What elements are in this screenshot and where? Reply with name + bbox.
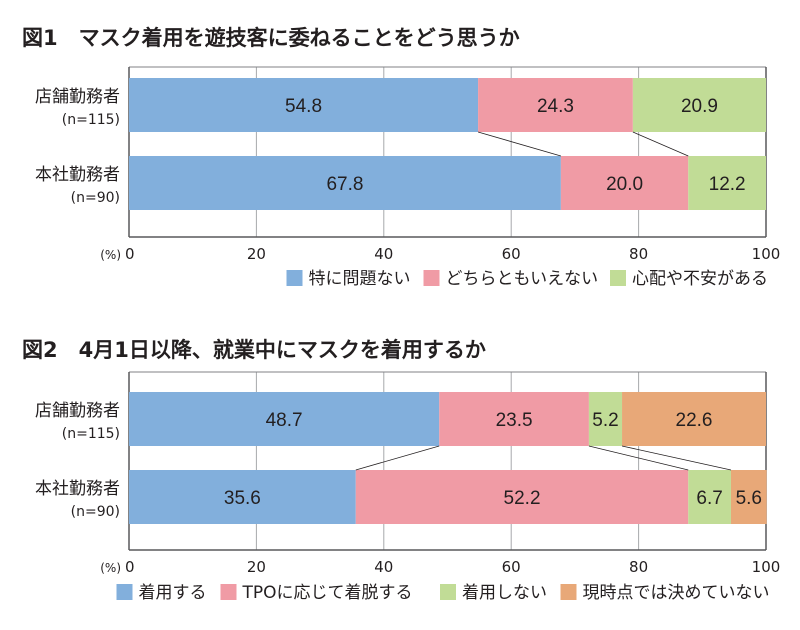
chart1-tick-label: 40	[374, 245, 393, 263]
chart1-value-label: 20.9	[681, 96, 718, 117]
chart1-bar-0-2	[632, 78, 766, 132]
chart1-bar-0-0	[129, 78, 479, 132]
chart2-legend-swatch	[220, 584, 237, 600]
chart2-value-label: 22.6	[676, 410, 713, 431]
chart2-value-label: 52.2	[504, 488, 541, 509]
chart2-connector-line	[588, 445, 689, 471]
chart2-tick-label: 40	[374, 558, 393, 576]
chart1-tick-label: 80	[629, 245, 648, 263]
chart2-tick-label: 0	[125, 558, 135, 576]
chart2-category-label: 本社勤務者	[35, 479, 120, 499]
chart1-tick-label: 60	[502, 245, 521, 263]
chart2-bar-1-1	[355, 470, 689, 524]
chart1-legend-label: 特に問題ない	[309, 269, 411, 289]
chart1-tick-label: 20	[247, 245, 266, 263]
figure-2-title: 図2 4月1日以降、就業中にマスクを着用するか	[22, 338, 486, 362]
chart2-bar-0-0	[129, 392, 440, 446]
chart2-legend-swatch	[440, 584, 456, 600]
chart1-connector-line	[632, 131, 689, 157]
chart1-category-note: (n=90)	[71, 190, 120, 206]
chart2-bar-0-2	[588, 392, 623, 446]
chart1-bar-0-1	[478, 78, 633, 132]
chart2-bar-0-3	[622, 392, 766, 446]
chart1-value-label: 24.3	[537, 96, 574, 117]
chart2-legend-swatch	[560, 584, 577, 600]
chart2-connector-line	[621, 445, 732, 471]
chart1-value-label: 67.8	[326, 174, 363, 195]
chart2-legend-label: 着用しない	[462, 583, 547, 603]
chart2-value-label: 35.6	[224, 488, 261, 509]
chart2-connector-line	[355, 445, 440, 471]
chart2-category-note: (n=90)	[71, 504, 120, 520]
chart1-category-note: (n=115)	[62, 112, 120, 128]
chart1-tick-label: 100	[752, 245, 781, 263]
chart2-value-label: 48.7	[266, 410, 303, 431]
chart1-legend-label: どちらともいえない	[446, 269, 599, 289]
chart2-value-label: 5.2	[592, 410, 618, 431]
chart2-category-note: (n=115)	[62, 426, 120, 442]
chart2-legend-swatch	[116, 584, 133, 600]
chart2-value-label: 6.7	[696, 488, 722, 509]
chart2-legend-label: 現時点では決めていない	[583, 583, 770, 603]
chart1-value-label: 20.0	[606, 174, 643, 195]
chart1-category-label: 店舗勤務者	[35, 87, 120, 107]
chart2-tick-label: 20	[247, 558, 266, 576]
chart2-unit-label: (%)	[100, 561, 121, 575]
chart2-legend-label: 着用する	[139, 583, 207, 603]
chart1-unit-label: (%)	[100, 248, 121, 262]
chart2-bar-1-2	[688, 470, 731, 524]
chart2-tick-label: 60	[502, 558, 521, 576]
chart2-value-label: 5.6	[736, 488, 762, 509]
chart1-connector-line	[477, 131, 561, 157]
chart1-tick-label: 0	[125, 245, 135, 263]
chart1-value-label: 54.8	[285, 96, 322, 117]
chart1-legend-swatch	[610, 270, 626, 286]
chart2-legend-label: TPOに応じて着脱する	[242, 583, 413, 603]
chart1-bar-1-1	[560, 156, 689, 210]
chart1-bar-1-2	[688, 156, 766, 210]
chart2-value-label: 23.5	[496, 410, 533, 431]
chart2-tick-label: 100	[752, 558, 781, 576]
chart2-bar-1-0	[129, 470, 356, 524]
chart1-value-label: 12.2	[709, 174, 746, 195]
chart2-bar-0-1	[439, 392, 589, 446]
chart1-category-label: 本社勤務者	[35, 165, 120, 185]
chart1-legend-swatch	[423, 270, 440, 286]
chart1-legend-label: 心配や不安がある	[632, 269, 768, 289]
chart2-bar-1-3	[730, 470, 767, 524]
chart1-legend-swatch	[286, 270, 303, 286]
chart1-bar-1-0	[129, 156, 561, 210]
figure-1-title: 図1 マスク着用を遊技客に委ねることをどう思うか	[22, 26, 520, 50]
chart2-category-label: 店舗勤務者	[35, 401, 120, 421]
chart2-tick-label: 80	[629, 558, 648, 576]
